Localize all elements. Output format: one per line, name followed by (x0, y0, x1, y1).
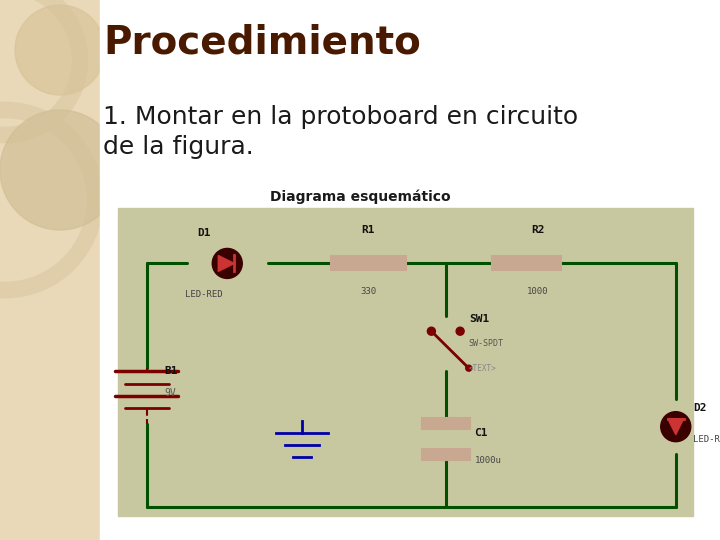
Text: <TEXT>: <TEXT> (469, 363, 497, 373)
Text: SW1: SW1 (469, 314, 489, 324)
Bar (330, 256, 405, 271)
Text: 1000: 1000 (527, 287, 549, 296)
Text: 9V: 9V (164, 388, 176, 398)
Circle shape (212, 248, 242, 279)
Circle shape (661, 411, 690, 442)
Text: 1000u: 1000u (474, 456, 501, 465)
Bar (0, 0, 100, 540)
Polygon shape (218, 255, 234, 272)
Circle shape (0, 110, 120, 230)
Circle shape (466, 365, 472, 371)
Text: B1: B1 (164, 366, 178, 376)
Text: LED-RED: LED-RED (186, 290, 223, 299)
Text: C1: C1 (474, 428, 488, 438)
Text: 1. Montar en la protoboard en circuito
de la figura.: 1. Montar en la protoboard en circuito d… (103, 105, 578, 159)
Circle shape (15, 5, 105, 95)
Text: Procedimiento: Procedimiento (103, 23, 420, 61)
Bar (100, 0, 720, 540)
Bar (422, 449, 469, 460)
Text: R2: R2 (531, 225, 544, 234)
Text: R1: R1 (361, 225, 375, 234)
Circle shape (428, 327, 436, 335)
Text: D2: D2 (693, 403, 706, 413)
Circle shape (456, 327, 464, 335)
Text: D1: D1 (197, 228, 211, 238)
Bar (118, 208, 693, 516)
Text: SW-SPDT: SW-SPDT (469, 339, 504, 348)
Text: Diagrama esquemático: Diagrama esquemático (270, 190, 450, 204)
Bar (422, 418, 469, 429)
Text: 330: 330 (360, 287, 376, 296)
Polygon shape (667, 418, 684, 435)
Text: LED-RED: LED-RED (693, 435, 720, 443)
Bar (492, 256, 561, 271)
